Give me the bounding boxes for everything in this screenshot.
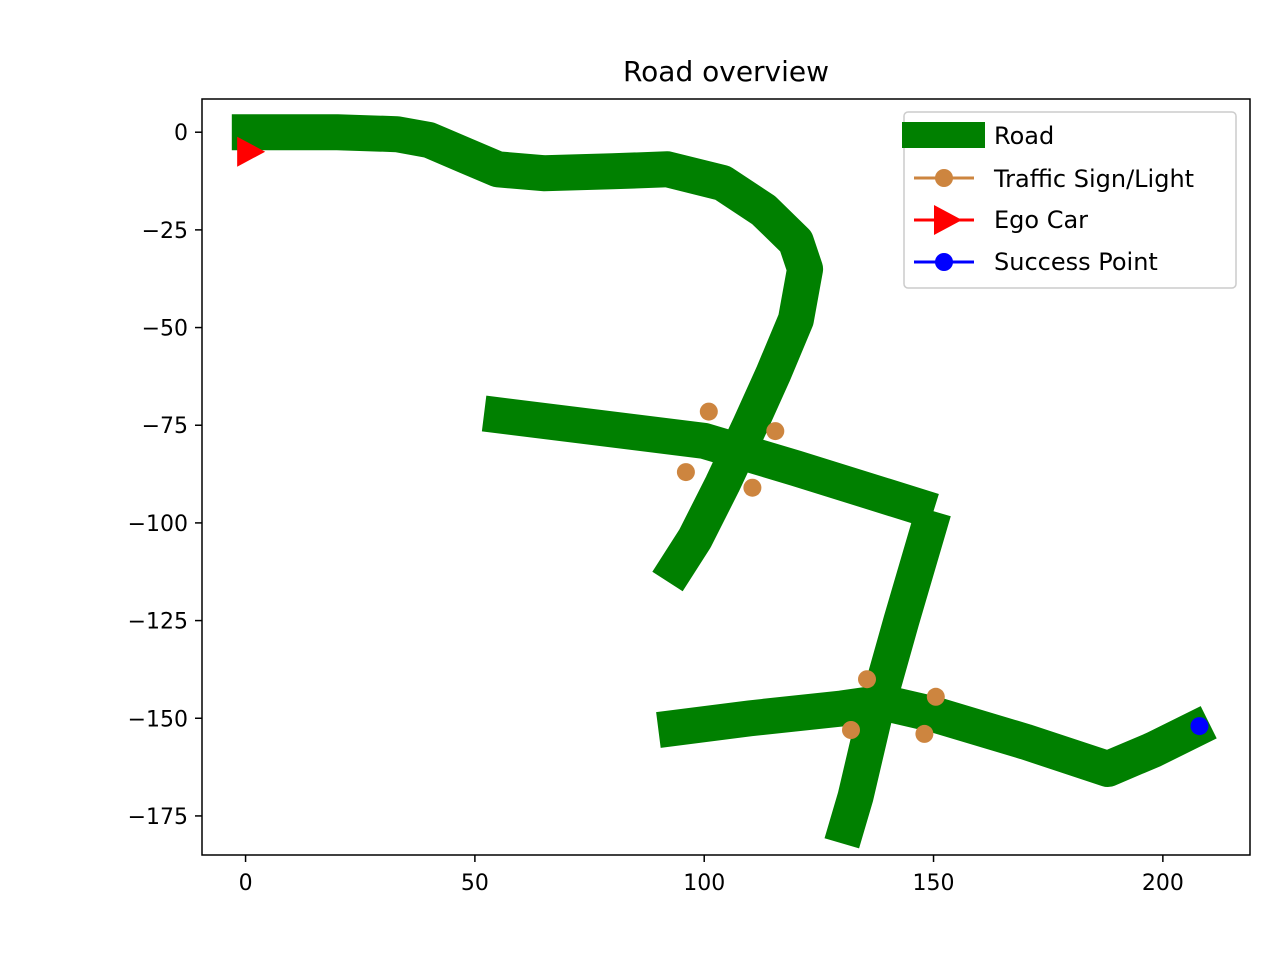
y-tick-label: −150 — [128, 707, 188, 732]
legend-traffic-label: Traffic Sign/Light — [993, 165, 1194, 193]
traffic-sign-light-point-8 — [915, 725, 933, 743]
x-tick-label: 0 — [239, 871, 253, 896]
x-tick-label: 100 — [683, 871, 725, 896]
x-tick-label: 50 — [461, 871, 489, 896]
traffic-sign-light-point-6 — [927, 688, 945, 706]
x-tick-label: 150 — [913, 871, 955, 896]
x-axis: 0 50 100 150 200 — [239, 855, 1184, 896]
y-tick-label: −50 — [142, 317, 188, 342]
traffic-sign-light-point-2 — [766, 422, 784, 440]
y-tick-label: −25 — [142, 219, 188, 244]
y-tick-label: −175 — [128, 805, 188, 830]
chart-title: Road overview — [623, 55, 829, 88]
road-segment-4 — [658, 703, 1208, 769]
legend-ego-label: Ego Car — [994, 206, 1088, 234]
y-axis: 0 −25 −50 −75 −100 −125 −150 −175 — [128, 121, 202, 830]
traffic-sign-light-point-1 — [700, 403, 718, 421]
legend-success-swatch-marker — [935, 253, 953, 271]
legend-traffic-swatch-marker — [935, 169, 953, 187]
legend-road-label: Road — [994, 122, 1054, 150]
traffic-sign-light-point-4 — [743, 479, 761, 497]
y-tick-label: 0 — [174, 121, 188, 146]
x-tick-label: 200 — [1142, 871, 1184, 896]
traffic-sign-light-point-5 — [858, 670, 876, 688]
traffic-sign-light-point-7 — [842, 721, 860, 739]
y-tick-label: −125 — [128, 610, 188, 635]
traffic-sign-light-point-3 — [677, 463, 695, 481]
road-segment-1 — [232, 132, 805, 581]
y-tick-label: −75 — [142, 414, 188, 439]
y-tick-label: −100 — [128, 512, 188, 537]
legend-success-label: Success Point — [994, 248, 1158, 276]
road-segment-3 — [842, 511, 934, 843]
legend: Road Traffic Sign/Light Ego Car Success … — [902, 112, 1236, 288]
success-point-point-1 — [1191, 717, 1209, 735]
